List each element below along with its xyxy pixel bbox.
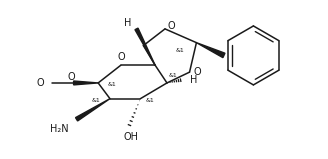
- Text: &1: &1: [176, 48, 185, 53]
- Text: H: H: [190, 75, 197, 85]
- Polygon shape: [135, 28, 155, 65]
- Text: H: H: [124, 18, 132, 28]
- Text: &1: &1: [145, 98, 154, 103]
- Text: O: O: [68, 72, 75, 82]
- Polygon shape: [73, 81, 98, 85]
- Text: &1: &1: [92, 98, 100, 103]
- Text: OH: OH: [123, 132, 138, 142]
- Polygon shape: [196, 43, 225, 58]
- Text: O: O: [194, 67, 201, 77]
- Polygon shape: [75, 99, 110, 121]
- Text: O: O: [118, 52, 126, 62]
- Text: &1: &1: [108, 82, 117, 87]
- Text: O: O: [36, 78, 44, 88]
- Text: O: O: [167, 21, 175, 31]
- Text: H₂N: H₂N: [50, 124, 69, 134]
- Text: &1: &1: [169, 73, 178, 78]
